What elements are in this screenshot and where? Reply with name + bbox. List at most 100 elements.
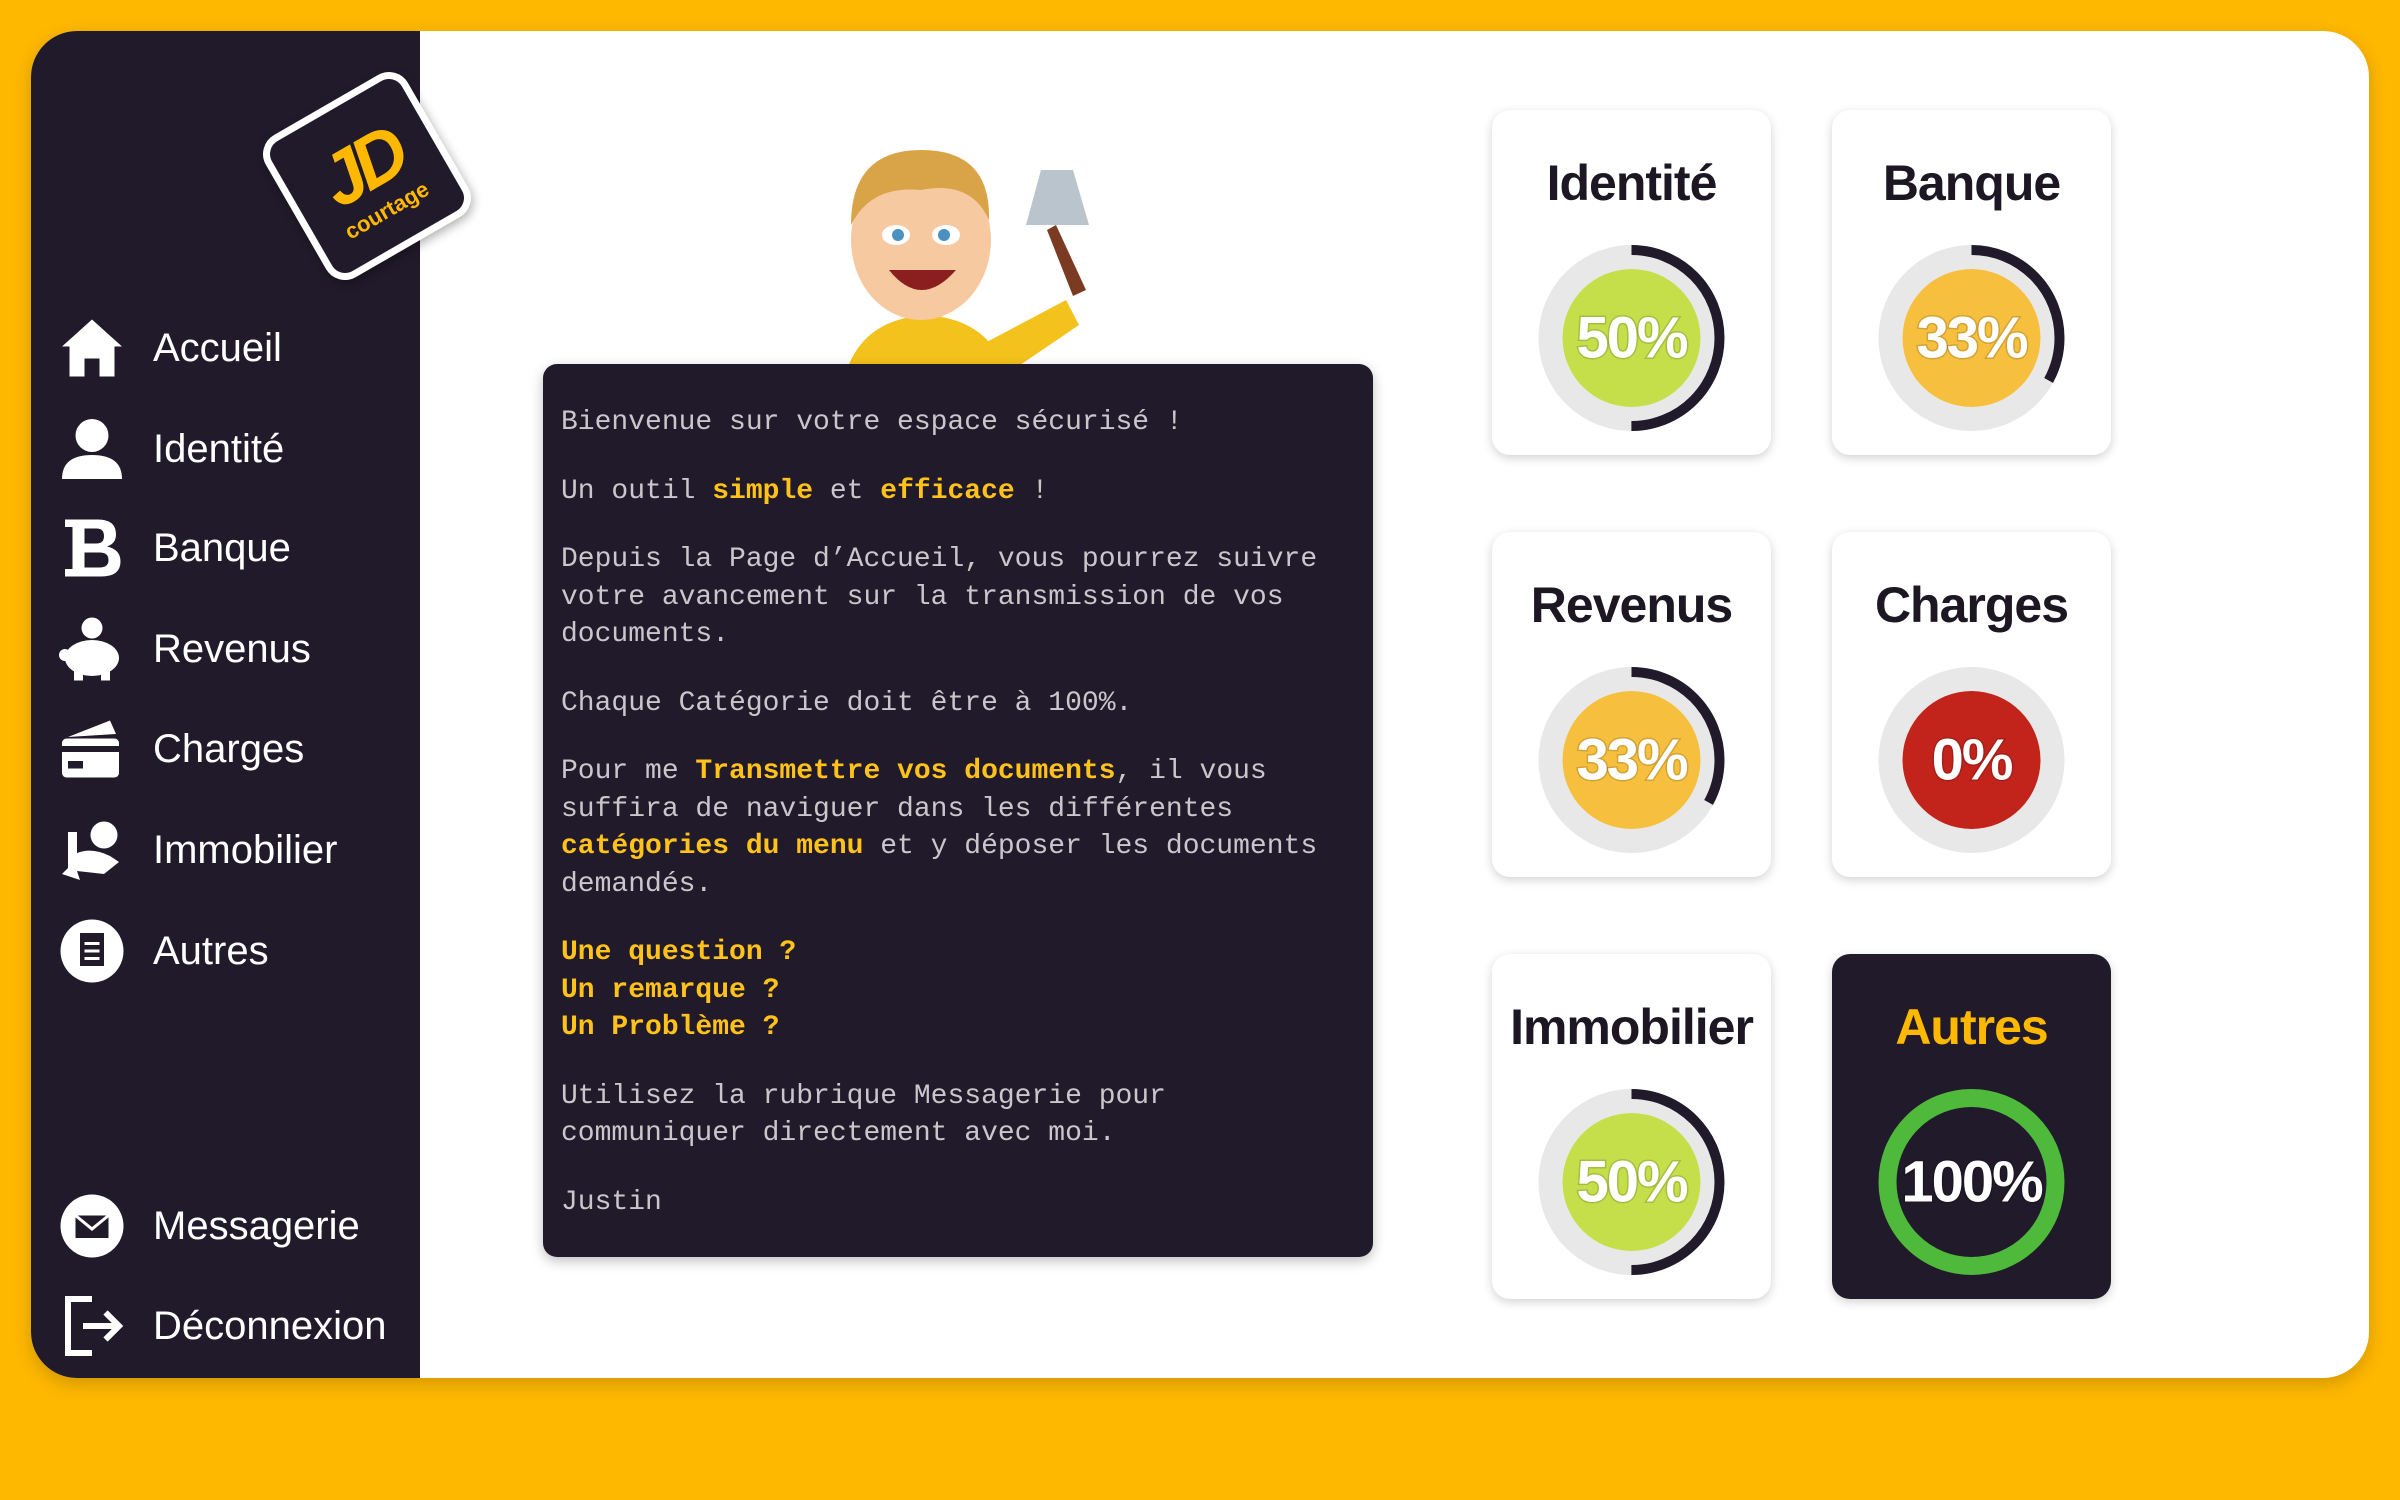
nav-label: Banque — [153, 525, 291, 570]
mail-icon — [60, 1194, 124, 1258]
text-line: Chaque Catégorie doit être à 100%. — [561, 685, 1355, 723]
progress-arc — [1878, 245, 2065, 431]
text-line: Depuis la Page d’Accueil, vous pourrez s… — [561, 541, 1355, 579]
progress-label: 33% — [1916, 306, 2028, 371]
highlight-text: simple — [712, 475, 814, 507]
card-title: Autres — [1895, 999, 2048, 1055]
progress-fill — [1562, 1113, 1701, 1251]
text: Un outil — [561, 475, 713, 507]
text: Bienvenue sur votre espace sécurisé ! — [561, 407, 1183, 438]
progress-label: 50% — [1576, 306, 1688, 371]
progress-fill — [1902, 269, 2041, 407]
nav-label: Accueil — [153, 325, 282, 370]
card-title: Identité — [1546, 155, 1718, 211]
text-line: suffira de naviguer dans les différentes — [561, 791, 1355, 829]
progress-card[interactable]: Banque 33% — [1832, 110, 2111, 455]
progress-card[interactable]: Charges 0% — [1832, 532, 2111, 877]
logout-icon — [65, 1296, 124, 1356]
welcome-message: Bienvenue sur votre espace sécurisé ! Un … — [543, 364, 1373, 1257]
nav-item[interactable]: Immobilier — [59, 815, 337, 885]
home-icon — [62, 319, 122, 377]
text: Justin — [561, 1186, 662, 1218]
highlight-text: efficace — [880, 475, 1015, 507]
nav-item[interactable]: Autres — [59, 916, 269, 986]
progress-card[interactable]: Autres 100% — [1832, 954, 2111, 1299]
ring-track — [1538, 1089, 1725, 1275]
paragraph: Chaque Catégorie doit être à 100%. — [561, 685, 1355, 723]
avatar — [841, 150, 1089, 395]
card-title: Immobilier — [1510, 999, 1754, 1055]
text: communiquer directement avec moi. — [561, 1118, 1116, 1149]
text: , il vous — [1115, 756, 1267, 787]
text: Pour me — [561, 756, 696, 787]
nav-item[interactable]: Revenus — [59, 614, 311, 684]
text: votre avancement sur la transmission de … — [561, 581, 1284, 613]
progress-card[interactable]: Revenus 33% — [1492, 532, 1771, 877]
card-title: Charges — [1874, 577, 2069, 633]
progress-ring: 50% — [1538, 1089, 1725, 1275]
nav-item[interactable]: Identité — [59, 414, 284, 484]
progress-ring: 50% — [1538, 245, 1725, 431]
text: et y déposer les documents — [863, 831, 1318, 862]
progress-label: 50% — [1576, 1150, 1688, 1215]
paragraph: Utilisez la rubrique Messagerie pour comm… — [561, 1078, 1355, 1153]
text: ! — [1014, 475, 1049, 507]
nav-item[interactable]: Banque — [59, 513, 291, 583]
progress-arc — [1538, 1089, 1725, 1275]
nav-label: Revenus — [153, 626, 311, 671]
progress-label: 33% — [1576, 728, 1688, 793]
highlight-text: Transmettre vos documents — [695, 756, 1116, 787]
card-title: Banque — [1882, 155, 2061, 211]
logo[interactable]: JD courtage — [254, 63, 480, 289]
progress-fill — [1902, 691, 2041, 829]
nav-item[interactable]: Déconnexion — [59, 1291, 387, 1361]
text: documents. — [561, 619, 730, 650]
nav-label: Déconnexion — [153, 1303, 387, 1348]
app-frame: JD courtage Accueil Identité Banque Reve… — [31, 31, 2369, 1378]
text-line: Justin — [561, 1184, 1355, 1222]
progress-ring: 33% — [1878, 245, 2065, 431]
nav-label: Messagerie — [153, 1203, 360, 1248]
paragraph: Un outil simple et efficace ! — [561, 473, 1355, 511]
sidebar: JD courtage Accueil Identité Banque Reve… — [31, 31, 480, 1378]
text: Chaque Catégorie doit être à 100%. — [561, 687, 1133, 719]
text-line: Utilisez la rubrique Messagerie pour — [561, 1078, 1355, 1116]
ring-track — [1538, 667, 1725, 853]
text-line: Pour me Transmettre vos documents, il vo… — [561, 753, 1355, 791]
text-line: demandés. — [561, 866, 1355, 904]
text: et — [813, 475, 881, 507]
progress-arc — [1538, 245, 1725, 431]
ring-track — [1878, 667, 2065, 853]
paragraph: Depuis la Page d’Accueil, vous pourrez s… — [561, 541, 1355, 654]
paragraph: Justin — [561, 1184, 1355, 1222]
progress-card[interactable]: Identité 50% — [1492, 110, 1771, 455]
progress-label: 100% — [1901, 1150, 2043, 1215]
nav-item[interactable]: Messagerie — [59, 1191, 360, 1261]
paragraph: Bienvenue sur votre espace sécurisé ! — [561, 404, 1355, 442]
text-line: Une question ? — [561, 934, 1355, 972]
progress-card[interactable]: Immobilier 50% — [1492, 954, 1771, 1299]
bank-icon — [65, 519, 121, 577]
paragraph: Une question ? Un remarque ? Un Problème ? — [561, 934, 1355, 1047]
highlight-text: Un Problème ? — [561, 1012, 780, 1043]
progress-arc — [1538, 667, 1725, 853]
paragraph: Pour me Transmettre vos documents, il vo… — [561, 753, 1355, 903]
nav-label: Charges — [153, 726, 305, 771]
ring-track — [1878, 245, 2065, 431]
card-title: Revenus — [1530, 577, 1733, 633]
nav-item[interactable]: Charges — [59, 714, 304, 784]
card-icon — [62, 720, 119, 778]
person-icon — [62, 419, 122, 479]
progress-fill — [1562, 691, 1701, 829]
nav-label: Immobilier — [153, 827, 338, 872]
text-line: catégories du menu et y déposer les docu… — [561, 828, 1355, 866]
text: Depuis la Page d’Accueil, vous pourrez s… — [561, 544, 1318, 575]
progress-label: 0% — [1932, 728, 2013, 793]
progress-fill — [1902, 1113, 2041, 1251]
highlight-text: Une question ? — [561, 937, 797, 968]
piggy-icon — [59, 617, 119, 681]
nav-item[interactable]: Accueil — [59, 313, 282, 383]
text: Utilisez la rubrique Messagerie pour — [561, 1080, 1166, 1112]
highlight-text: Un remarque ? — [561, 974, 780, 1006]
